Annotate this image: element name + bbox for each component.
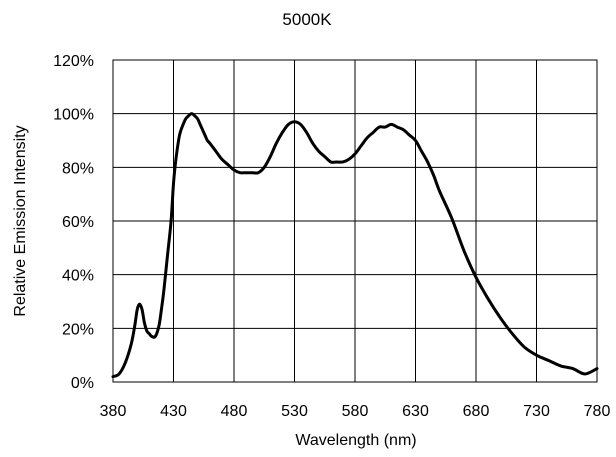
- y-tick-label: 40%: [62, 268, 94, 285]
- plot-frame: [112, 59, 598, 383]
- y-tick-label: 20%: [62, 321, 94, 338]
- x-axis-title: Wavelength (nm): [295, 432, 416, 449]
- y-tick-label: 0%: [71, 375, 94, 392]
- y-tick-label: 120%: [53, 53, 94, 70]
- y-tick-label: 80%: [62, 160, 94, 177]
- x-tick-label: 630: [402, 403, 429, 420]
- x-tick-label: 530: [281, 403, 308, 420]
- x-tick-label: 580: [342, 403, 369, 420]
- y-tick-label: 60%: [62, 214, 94, 231]
- series-line: [111, 112, 599, 379]
- x-tick-label: 780: [584, 403, 611, 420]
- y-tick-label: 100%: [53, 107, 94, 124]
- x-tick-label: 730: [523, 403, 550, 420]
- x-tick-label: 380: [100, 403, 127, 420]
- gridlines: [112, 59, 598, 383]
- series-layer: [111, 112, 599, 379]
- y-axis-title: Relative Emission Intensity: [12, 125, 29, 316]
- x-tick-label: 480: [221, 403, 248, 420]
- tick-labels: 380 430 480 530 580 630 680 730 780 0% 20% 40% 60% 80…: [53, 53, 610, 420]
- x-tick-label: 680: [463, 403, 490, 420]
- chart-title: 5000K: [282, 10, 332, 29]
- x-tick-label: 430: [160, 403, 187, 420]
